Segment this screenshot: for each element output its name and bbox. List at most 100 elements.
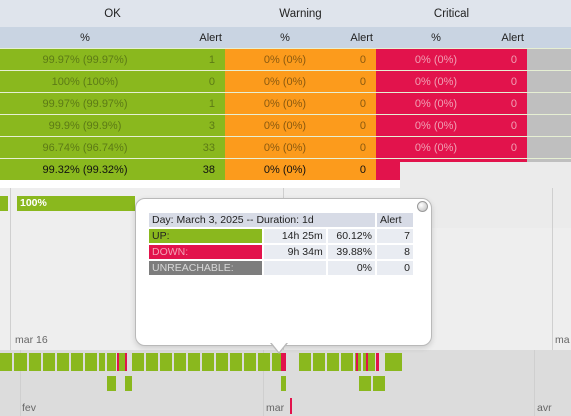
col-critical-percent[interactable]: % [431,31,441,44]
timeline-up-segment[interactable] [125,376,132,391]
unknown-cell [527,49,571,70]
timeline-down-segment[interactable] [356,353,358,371]
timeline-up-segment[interactable] [107,376,116,391]
timeline-up-segment[interactable] [0,196,8,211]
timeline-percent-bar[interactable]: 100% [17,196,135,211]
tooltip-title: Day: March 3, 2025 -- Duration: 1d [149,213,375,227]
tooltip-row-up: UP: 14h 25m 60.12% 7 [149,229,413,243]
critical-percent-cell: 0% (0%) [376,71,496,92]
timeline-up-segment[interactable] [107,353,116,371]
timeline-down-segment[interactable] [366,353,368,371]
timeline-up-segment[interactable] [385,353,402,371]
timeline-up-segment[interactable] [85,353,97,371]
col-warning-alert[interactable]: Alert [350,31,373,44]
state-duration [264,261,326,275]
tooltip-row-down: DOWN: 9h 34m 39.88% 8 [149,245,413,259]
column-header-row: % Alert % Alert % Alert [0,27,571,48]
timeline-up-segment[interactable] [230,353,242,371]
warning-alert-cell: 0 [345,93,376,114]
timeline-up-segment[interactable] [160,353,172,371]
timeline-up-segment[interactable] [373,376,385,391]
state-duration: 9h 34m [264,245,326,259]
unknown-cell [527,93,571,114]
ok-alert-cell: 0 [170,71,225,92]
unknown-cell [527,137,571,158]
tooltip-pointer-inner [271,342,287,352]
gridline [534,350,535,416]
warning-percent-cell: 0% (0%) [225,115,345,136]
timeline-down-segment[interactable] [376,353,379,371]
timeline-up-segment[interactable] [43,353,55,371]
state-alert: 7 [377,229,413,243]
timeline-up-segment[interactable] [132,353,144,371]
warning-alert-cell: 0 [345,49,376,70]
timeline-up-segment[interactable] [272,353,281,371]
col-ok-percent[interactable]: % [80,31,90,44]
timeline-down-segment[interactable] [281,353,286,371]
gridline [263,350,264,416]
critical-alert-cell: 0 [496,93,527,114]
timeline-up-segment[interactable] [341,353,353,371]
table-row[interactable]: 99.97% (99.97%) 1 0% (0%) 0 0% (0%) 0 [0,48,571,70]
date-label-mar: mar [266,402,285,414]
tooltip-row-unreachable: UNREACHABLE: 0% 0 [149,261,413,275]
timeline-up-segment[interactable] [146,353,158,371]
state-label: UNREACHABLE: [149,261,263,275]
col-warning-percent[interactable]: % [280,31,290,44]
timeline-up-segment[interactable] [0,353,12,371]
timeline-up-segment[interactable] [258,353,270,371]
group-header-critical: Critical [433,7,470,20]
critical-alert-cell: 0 [496,137,527,158]
ok-percent-cell: 96.74% (96.74%) [0,137,170,158]
group-header-ok: OK [104,7,121,20]
warning-alert-cell: 0 [345,159,376,180]
ok-percent-cell: 99.32% (99.32%) [0,159,170,180]
warning-percent-cell: 0% (0%) [225,49,345,70]
ok-percent-cell: 99.97% (99.97%) [0,93,170,114]
ok-percent-cell: 100% (100%) [0,71,170,92]
close-icon[interactable] [417,201,428,212]
tooltip-alert-header: Alert [377,213,413,227]
timeline-down-segment[interactable] [290,398,292,414]
critical-percent-cell: 0% (0%) [376,137,496,158]
timeline-up-segment[interactable] [188,353,200,371]
table-row[interactable]: 99.97% (99.97%) 1 0% (0%) 0 0% (0%) 0 [0,92,571,114]
warning-percent-cell: 0% (0%) [225,93,345,114]
unknown-cell [527,71,571,92]
timeline-up-segment[interactable] [359,376,371,391]
critical-alert-cell: 0 [496,115,527,136]
timeline-up-segment[interactable] [99,353,105,371]
timeline-up-segment[interactable] [363,353,375,371]
tooltip-table: Day: March 3, 2025 -- Duration: 1d Alert… [147,211,415,277]
availability-table: OK Warning Critical % Alert % Alert % Al… [0,0,571,180]
timeline-down-segment[interactable] [125,353,127,371]
state-percent: 0% [327,261,375,275]
timeline-up-segment[interactable] [118,353,125,371]
critical-alert-cell: 0 [496,49,527,70]
timeline-up-segment[interactable] [313,353,325,371]
col-ok-alert[interactable]: Alert [199,31,222,44]
table-row[interactable]: 96.74% (96.74%) 33 0% (0%) 0 0% (0%) 0 [0,136,571,158]
timeline-up-segment[interactable] [216,353,228,371]
timeline-up-segment[interactable] [57,353,69,371]
timeline-up-segment[interactable] [244,353,256,371]
timeline-up-segment[interactable] [355,353,361,371]
timeline-up-segment[interactable] [29,353,41,371]
gridline [552,188,553,350]
timeline-up-segment[interactable] [202,353,214,371]
timeline-up-segment[interactable] [299,353,311,371]
timeline-up-segment[interactable] [174,353,186,371]
timeline-up-segment[interactable] [14,353,27,371]
timeline-up-segment[interactable] [327,353,339,371]
table-row[interactable]: 99.9% (99.9%) 3 0% (0%) 0 0% (0%) 0 [0,114,571,136]
state-alert: 0 [377,261,413,275]
critical-percent-cell: 0% (0%) [376,93,496,114]
col-critical-alert[interactable]: Alert [501,31,524,44]
ok-percent-cell: 99.9% (99.9%) [0,115,170,136]
state-percent: 60.12% [327,229,375,243]
table-row[interactable]: 100% (100%) 0 0% (0%) 0 0% (0%) 0 [0,70,571,92]
ok-alert-cell: 3 [170,115,225,136]
timeline-up-segment[interactable] [281,376,286,391]
timeline-up-segment[interactable] [71,353,83,371]
timeline-down-segment[interactable] [117,353,119,371]
